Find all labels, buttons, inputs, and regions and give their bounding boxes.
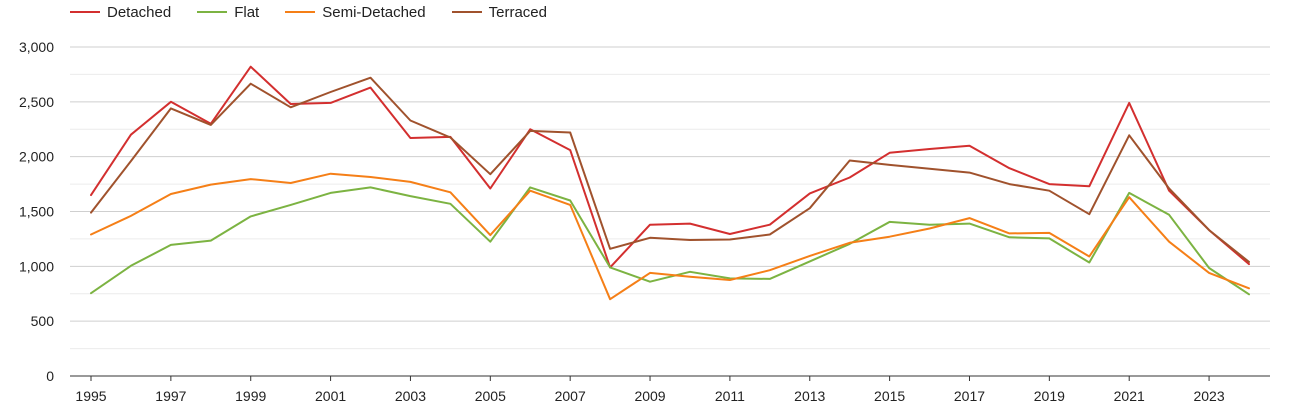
y-tick-label: 3,000	[19, 39, 54, 55]
x-tick-label: 2013	[794, 388, 825, 404]
y-tick-label: 2,500	[19, 94, 54, 110]
x-tick-label: 2009	[634, 388, 665, 404]
legend-swatch	[197, 11, 228, 13]
series-line-detached	[90, 65, 1250, 269]
legend-item-detached[interactable]: Detached	[70, 4, 171, 21]
x-tick-label: 2011	[715, 388, 745, 404]
x-tick-label: 1995	[75, 388, 106, 404]
gridlines	[70, 46, 1270, 350]
series-lines	[90, 65, 1250, 301]
legend-label: Detached	[107, 3, 172, 21]
legend-item-terraced[interactable]: Terraced	[451, 3, 547, 21]
y-tick-label: 500	[31, 313, 55, 329]
legend-item-flat[interactable]: Flat	[197, 4, 259, 21]
x-tick-label: 1999	[235, 388, 266, 404]
legend-item-semi-detached[interactable]: Semi-Detached	[285, 3, 426, 21]
chart-legend: Detached Flat Semi-Detached Terraced	[0, 0, 573, 24]
y-tick-label: 1,500	[19, 204, 54, 220]
legend-swatch	[285, 11, 316, 13]
y-axis-labels: 0 500 1,000 1,500 2,000 2,500 3,000	[19, 39, 54, 384]
x-tick-label: 2023	[1193, 388, 1224, 404]
x-tick-label: 2001	[315, 388, 346, 404]
x-tick-label: 2017	[954, 388, 985, 404]
x-tick-label: 2019	[1034, 388, 1065, 404]
legend-label: Terraced	[488, 3, 547, 21]
x-tick-label: 1997	[155, 388, 186, 404]
x-tick-label: 2005	[475, 388, 506, 404]
series-line-flat	[90, 186, 1250, 296]
y-tick-label: 2,000	[19, 149, 54, 165]
x-tick-label: 2003	[395, 388, 426, 404]
series-line-semi-detached	[90, 172, 1250, 301]
series-line-terraced	[90, 76, 1250, 263]
legend-label: Flat	[234, 3, 260, 21]
x-tick-label: 2021	[1114, 388, 1145, 404]
x-tick-label: 2007	[555, 388, 586, 404]
y-tick-label: 1,000	[19, 258, 54, 274]
x-axis-labels: 1995 1997 1999 2001 2003 2005 2007 2009 2011 2013…	[75, 376, 1225, 404]
legend-swatch	[451, 11, 482, 13]
y-tick-label: 0	[46, 368, 54, 384]
x-tick-label: 2015	[874, 388, 905, 404]
legend-label: Semi-Detached	[322, 3, 426, 21]
legend-swatch	[70, 11, 100, 13]
